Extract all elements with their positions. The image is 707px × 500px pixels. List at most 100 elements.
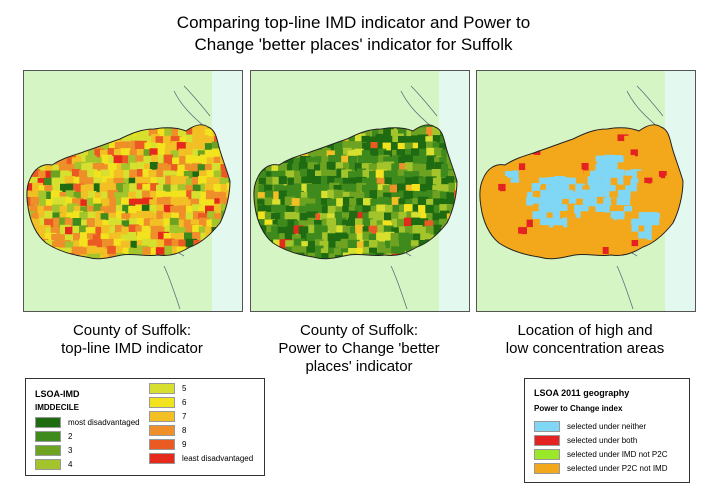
lsoa-cell (384, 212, 395, 222)
lsoa-cell (538, 212, 548, 222)
lsoa-cell (596, 189, 607, 201)
lsoa-cell (156, 177, 168, 186)
lsoa-cell (645, 155, 658, 166)
lsoa-cell (426, 155, 437, 167)
lsoa-cell (594, 133, 604, 144)
lsoa-cell (334, 211, 344, 223)
lsoa-cell (107, 148, 119, 157)
lsoa-cell (264, 190, 274, 200)
lsoa-cell (554, 205, 563, 216)
lsoa-cell (546, 246, 557, 258)
lsoa-cell (624, 190, 637, 200)
lsoa-cell (37, 205, 48, 215)
lsoa-cell (546, 204, 556, 216)
lsoa-cell (199, 252, 210, 259)
lsoa-cell (148, 126, 161, 137)
lsoa-cell (163, 170, 176, 180)
lsoa-cell (305, 203, 316, 214)
lsoa-cell (300, 192, 313, 202)
lsoa-cell (102, 239, 111, 251)
lsoa-cell (376, 162, 386, 173)
legend-item: 4 (35, 459, 72, 470)
lsoa-cell (397, 260, 407, 269)
lsoa-cell (503, 232, 513, 244)
lsoa-cell (172, 246, 181, 259)
lsoa-cell (652, 156, 662, 166)
lsoa-cell (653, 213, 665, 224)
lsoa-cell (419, 148, 430, 159)
lsoa-cell (617, 162, 629, 172)
legend-item: selected under IMD not P2C (534, 449, 668, 460)
lsoa-cell (370, 205, 382, 215)
lsoa-cell (518, 261, 528, 270)
lsoa-cell (342, 205, 352, 218)
lsoa-cell (108, 156, 117, 166)
lsoa-cell (26, 245, 32, 257)
lsoa-cell (479, 177, 487, 187)
lsoa-cell (66, 261, 76, 272)
lsoa-cell (335, 261, 346, 270)
lsoa-cell (479, 161, 485, 174)
lsoa-cell (198, 261, 209, 271)
lsoa-cell (497, 211, 506, 220)
lsoa-cell (253, 225, 262, 236)
lsoa-cell (257, 170, 269, 183)
lsoa-cell (113, 238, 126, 247)
lsoa-cell (418, 226, 430, 236)
lsoa-cell (71, 127, 84, 140)
lsoa-cell (354, 133, 366, 142)
lsoa-cell (184, 262, 196, 273)
figure-title: Comparing top-line IMD indicator and Pow… (0, 12, 707, 56)
lsoa-cell (100, 191, 111, 202)
lsoa-cell (134, 198, 147, 208)
lsoa-cell (658, 171, 670, 182)
lsoa-cell (624, 135, 635, 144)
lsoa-cell (483, 128, 495, 139)
lsoa-cell (116, 183, 127, 194)
lsoa-cell (170, 184, 180, 196)
lsoa-cell (574, 192, 586, 202)
lsoa-cell (643, 162, 654, 171)
lsoa-cell (348, 233, 361, 243)
lsoa-cell (431, 169, 444, 179)
lsoa-cell (356, 198, 367, 208)
lsoa-cell (199, 217, 210, 228)
lsoa-cell (636, 170, 648, 180)
lsoa-cell (87, 205, 99, 215)
lsoa-cell (581, 234, 593, 244)
legend-label: 4 (68, 460, 73, 469)
lsoa-cell (59, 234, 68, 246)
legend-item: 3 (35, 445, 72, 456)
lsoa-cell (101, 225, 113, 237)
lsoa-cell (144, 163, 155, 173)
lsoa-cell (151, 142, 161, 154)
lsoa-cell (348, 248, 360, 258)
lsoa-cell (198, 226, 207, 236)
lsoa-cell (638, 143, 649, 152)
lsoa-cell (107, 190, 118, 202)
lsoa-cell (136, 210, 145, 223)
lsoa-cell (113, 148, 124, 160)
lsoa-cell (306, 211, 318, 222)
lsoa-cell (171, 239, 181, 248)
lsoa-cell (190, 246, 201, 259)
legend-swatch (149, 425, 175, 436)
lsoa-cell (595, 155, 606, 167)
lsoa-cell (349, 141, 362, 150)
lsoa-cell (404, 162, 413, 174)
lsoa-cell (562, 198, 571, 210)
lsoa-cell (553, 239, 564, 252)
lsoa-cell (213, 184, 223, 193)
lsoa-cell (588, 206, 601, 216)
lsoa-cell (440, 184, 452, 194)
lsoa-cell (342, 219, 352, 232)
lsoa-cell (93, 183, 102, 194)
lsoa-cell (630, 149, 643, 158)
lsoa-cell (582, 238, 593, 250)
lsoa-cell (376, 232, 389, 241)
lsoa-cell (314, 184, 326, 193)
lsoa-cell (80, 199, 91, 209)
lsoa-cell (293, 157, 303, 169)
lsoa-cell (652, 142, 665, 154)
lsoa-cell (58, 149, 67, 159)
